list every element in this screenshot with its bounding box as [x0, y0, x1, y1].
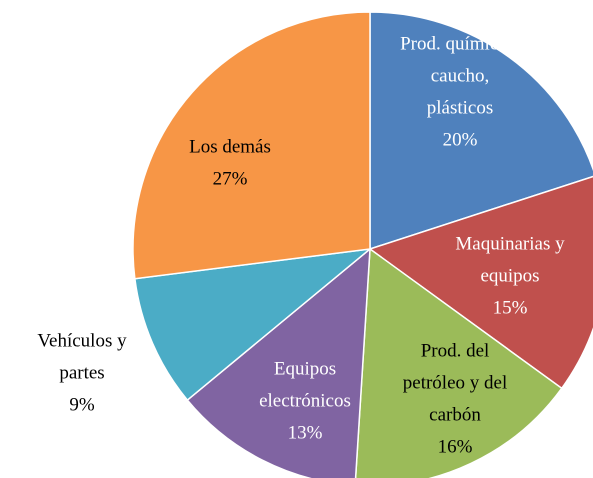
pie-slice	[134, 247, 373, 402]
slice-value-label: 27%	[213, 168, 248, 189]
slice-label: Prod. químicos,	[400, 33, 520, 54]
slice-label: Vehículos y	[37, 330, 127, 351]
slice-label: Los demás	[189, 136, 271, 157]
slice-label: petróleo y del	[403, 372, 507, 393]
slice-value-label: 15%	[493, 297, 528, 318]
pie-slice	[354, 247, 563, 478]
slice-label: partes	[59, 362, 104, 383]
pie-slice	[368, 175, 593, 390]
pie-slice	[186, 247, 371, 478]
pie-slice	[369, 11, 593, 251]
pie-slice	[132, 11, 371, 280]
slice-value-label: 9%	[69, 394, 95, 415]
slice-label: electrónicos	[259, 390, 351, 411]
slice-value-label: 16%	[438, 436, 473, 457]
slice-label: Prod. del	[421, 340, 490, 361]
slice-label: Equipos	[274, 358, 336, 379]
slice-label: caucho,	[431, 65, 490, 86]
slice-label: carbón	[429, 404, 481, 425]
slice-value-label: 20%	[443, 129, 478, 150]
slice-label: equipos	[480, 265, 539, 286]
slice-label: plásticos	[427, 97, 494, 118]
slice-label: Maquinarias y	[455, 233, 565, 254]
slice-value-label: 13%	[288, 422, 323, 443]
